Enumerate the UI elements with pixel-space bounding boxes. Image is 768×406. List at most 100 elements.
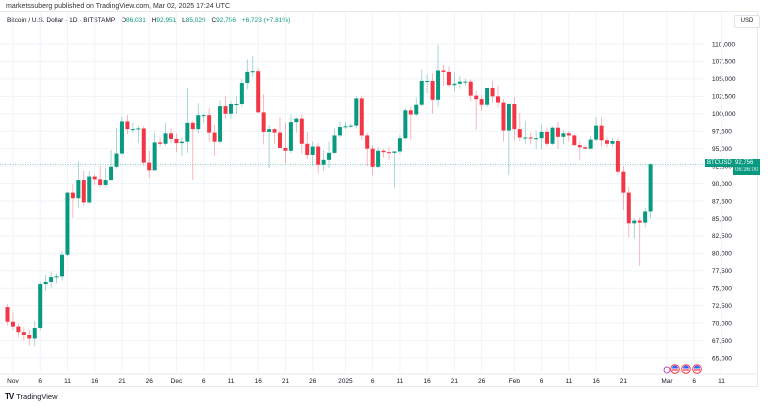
symbol-title[interactable]: Bitcoin / U.S. Dollar · 1D · BITSTAMP [7,17,116,24]
candle [5,307,10,322]
candle [60,254,64,277]
candle [130,129,135,131]
x-axis-label: 21 [451,378,459,385]
x-axis-label: 26 [146,378,154,385]
candle [572,135,577,146]
bar-countdown: 06:36:00 [735,167,759,174]
candle [267,129,272,132]
candle [43,281,48,285]
candle [212,132,217,142]
candle [436,70,441,100]
candle [528,137,533,139]
candle [190,122,195,130]
candle [517,129,522,138]
publisher-note: marketssuberg published on TradingView.c… [6,3,230,10]
currency-button[interactable]: USD [734,15,760,28]
candle [615,140,620,172]
ohlc-legend: Bitcoin / U.S. Dollar · 1D · BITSTAMP O8… [7,17,291,24]
candle [534,138,539,140]
tradingview-logo[interactable]: TV TradingView [5,392,58,401]
candle [119,121,124,154]
y-axis-label: 95,000 [712,146,732,153]
x-axis-label: 11 [565,378,572,385]
candle [201,115,206,117]
candle [376,150,381,167]
candle [179,141,184,144]
candle [365,135,370,149]
candle [321,159,326,165]
candle [49,277,54,282]
candle [648,164,653,212]
candle [457,81,462,84]
close-value: 92,756 [216,17,237,24]
candle [92,176,97,180]
y-axis-label: 100,000 [712,111,736,118]
symbol-price-tag: BTCUSD [705,159,734,168]
candle [316,146,321,165]
candle [272,129,277,133]
candle [70,192,75,199]
candle [294,118,299,123]
candle [545,131,550,144]
event-marker-icon[interactable] [663,366,671,374]
candle [610,140,615,144]
candle [218,106,223,142]
candle [278,132,282,148]
chart-frame [0,11,758,387]
candle [288,122,293,151]
candle [158,142,163,144]
y-axis-label: 85,000 [712,216,732,223]
candle [566,133,571,136]
candle [577,145,582,148]
x-axis-label: 6 [540,378,544,385]
candle [506,104,511,131]
y-axis-label: 67,500 [712,338,732,345]
candle [114,153,119,167]
candle [348,125,353,127]
y-axis-label: 87,500 [712,198,732,205]
candle [550,127,555,144]
candle [109,166,114,181]
candle [163,133,168,144]
candle [337,127,342,136]
candle [490,87,495,97]
candle [343,126,348,128]
y-axis-label: 82,500 [712,233,732,240]
candle [169,133,173,139]
candle [561,133,566,137]
y-axis-label: 77,500 [712,268,732,275]
y-axis-label: 90,000 [712,181,732,188]
candle [539,131,544,139]
x-axis-label: 6 [202,378,206,385]
candle [496,96,500,103]
candle [223,106,228,114]
candle [643,211,648,223]
candle [283,147,288,151]
candle [76,180,81,199]
candle [632,220,637,224]
x-axis-label: 6 [38,378,42,385]
candle [305,143,310,155]
candle [441,70,446,72]
x-axis-label: 11 [228,378,235,385]
candle [397,138,402,152]
candle [446,71,451,86]
candle [185,122,190,142]
x-axis-label: 16 [91,378,99,385]
candle [21,332,26,335]
candle [468,81,473,96]
candle [332,135,337,153]
candle [87,176,92,203]
candle [583,147,588,149]
candle [501,102,506,131]
low-value: 85,029 [185,17,206,24]
candle [239,83,244,105]
candle [10,321,15,327]
x-axis-label: 11 [718,378,725,385]
candle [392,151,397,153]
candle [370,148,375,167]
x-axis-label: Feb [509,378,521,385]
last-price-tag: 92,756 06:36:00 [733,159,761,176]
candle [234,104,239,106]
